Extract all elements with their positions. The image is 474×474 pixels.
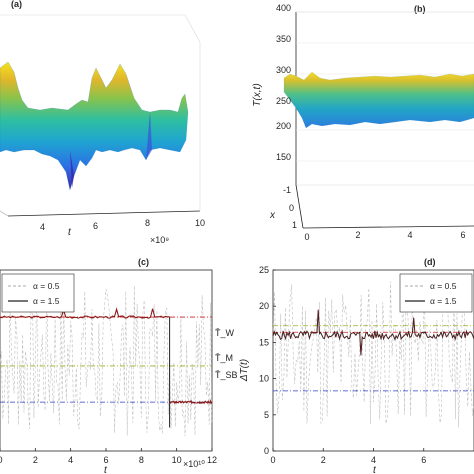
panel-c-x-tick: 6	[103, 455, 108, 465]
panel-b-x-ticks: -1 0 1	[283, 185, 297, 230]
panel-d-series-alpha-1.5	[272, 309, 474, 356]
panel-b-z-label: T(x,t)	[252, 83, 263, 106]
panel-c-ref-label-w: T̄_W	[215, 328, 235, 338]
panel-b-t-axis-line	[302, 225, 474, 229]
panel-c-line-alpha-0.5	[0, 285, 213, 437]
panel-d-series-alpha-0.5	[272, 278, 474, 428]
panel-b: (b) 400 350 300 250 200 150 T(x,t) -1 0 …	[252, 3, 474, 242]
panel-d-legend-label: α = 0.5	[430, 281, 457, 291]
panel-a-surface	[0, 61, 189, 191]
panel-a-x-label: t	[68, 227, 72, 238]
panel-a-x-exponent: ×10⁹	[150, 235, 169, 245]
panel-c-x-tick: 12	[207, 455, 217, 465]
panel-c-legend-label: α = 0.5	[33, 281, 60, 291]
panel-d-x-tick: 2	[321, 455, 326, 465]
panel-a-title: (a)	[11, 0, 22, 9]
panel-c-legend-box	[1, 273, 75, 313]
panel-b-z-tick: 350	[276, 34, 291, 44]
panel-d-x-tick: 4	[371, 455, 376, 465]
panel-d-y-tick: 25	[259, 265, 269, 275]
panel-b-x-tick: 1	[292, 220, 297, 230]
panel-c-x-label: t	[104, 465, 108, 474]
panel-b-title: (b)	[414, 4, 426, 14]
panel-a-x-ticks: 4 6 8 10	[40, 218, 205, 232]
panel-c-line-alpha-1.5	[0, 307, 170, 319]
panel-a-surface-dip	[70, 150, 74, 188]
panel-b-z-tick: 150	[276, 152, 291, 162]
panel-b-z-tick: 250	[276, 96, 291, 106]
panel-a-x-axis-line	[7, 210, 201, 217]
panel-c-title: (c)	[138, 257, 149, 267]
panel-d-y-tick: 5	[264, 410, 269, 420]
panel-d-legend: α = 0.5 α = 1.5	[399, 273, 473, 313]
panel-c-x-ticks: 0 2 4 6 8 10 12	[0, 448, 217, 465]
panel-a: (a) 4 6 8 10 t ×10⁹	[0, 0, 205, 245]
panel-c: (c) T̄_W T̄_M T̄_SB α = 0.5 α = 1.5 0 2 4 6…	[0, 257, 238, 474]
panel-d-y-ticks: 0 5 10 15 20 25	[259, 265, 276, 456]
panel-b-z-tick: 300	[276, 65, 291, 75]
panel-c-x-tick: 4	[68, 455, 73, 465]
panel-b-z-ticks: 400 350 300 250 200 150	[276, 3, 291, 162]
panel-c-ref-label-sb: T̄_SB	[215, 370, 238, 380]
panel-b-t-ticks: 0 2 4 6	[304, 230, 465, 242]
panel-b-x-tick: -1	[283, 185, 291, 195]
panel-b-z-tick: 200	[276, 121, 291, 131]
panel-c-legend-label: α = 1.5	[33, 296, 60, 306]
panel-c-x-tick: 0	[0, 455, 3, 465]
panel-b-t-tick: 0	[304, 232, 309, 242]
panel-c-x-tick: 8	[139, 455, 144, 465]
panel-a-x-tick: 10	[195, 218, 205, 228]
panel-c-x-tick: 2	[33, 455, 38, 465]
panel-a-surface-dip	[146, 112, 152, 160]
panel-b-x-axis-line	[295, 184, 304, 229]
panel-a-x-tick: 8	[145, 218, 150, 228]
panel-b-z-tick: 400	[276, 3, 291, 13]
panel-c-x-exponent: ×10¹⁰	[183, 459, 205, 469]
panel-d-y-label: ΔT(t)	[239, 359, 250, 382]
panel-d-x-ticks: 0 2 4 6	[270, 448, 426, 465]
panel-c-ref-label-m: T̄_M	[215, 353, 233, 363]
panel-d-legend-box	[399, 273, 473, 313]
panel-d-y-tick: 10	[259, 374, 269, 384]
panel-d-title: (d)	[424, 257, 436, 267]
panel-b-t-tick: 6	[460, 230, 465, 240]
panel-d-y-tick: 15	[259, 337, 269, 347]
panel-b-x-tick: 0	[289, 203, 294, 213]
panel-a-box-edge	[0, 210, 9, 217]
panel-b-t-tick: 4	[407, 230, 412, 240]
panel-b-t-tick: 2	[355, 230, 360, 240]
panel-d-legend-label: α = 1.5	[430, 296, 457, 306]
panel-c-legend: α = 0.5 α = 1.5	[1, 273, 75, 313]
panel-d-x-tick: 0	[270, 455, 275, 465]
panel-b-x-label: x	[269, 210, 276, 221]
panel-d-line-alpha-1.5-overlay	[272, 309, 474, 356]
panel-a-x-tick: 4	[40, 222, 45, 232]
panel-d-y-tick: 0	[264, 446, 269, 456]
panel-c-x-tick: 10	[172, 455, 182, 465]
panel-d-x-tick: 6	[421, 455, 426, 465]
panel-c-series-alpha-0.5	[0, 285, 213, 437]
panel-d: (d) α = 0.5 α = 1.5 0 5 10 15 20 25 0 2 4 6 ΔT(t…	[239, 257, 474, 474]
panel-d-line-alpha-0.5	[272, 278, 474, 428]
panel-c-series-alpha-1.5	[0, 307, 213, 428]
panel-a-x-tick: 6	[93, 221, 98, 231]
panel-c-line-alpha-1.5	[169, 399, 213, 405]
panel-d-y-tick: 20	[259, 301, 269, 311]
panel-d-x-label: t	[373, 465, 377, 474]
panel-b-surface	[283, 71, 474, 129]
panel-a-box-top-side	[184, 14, 201, 43]
